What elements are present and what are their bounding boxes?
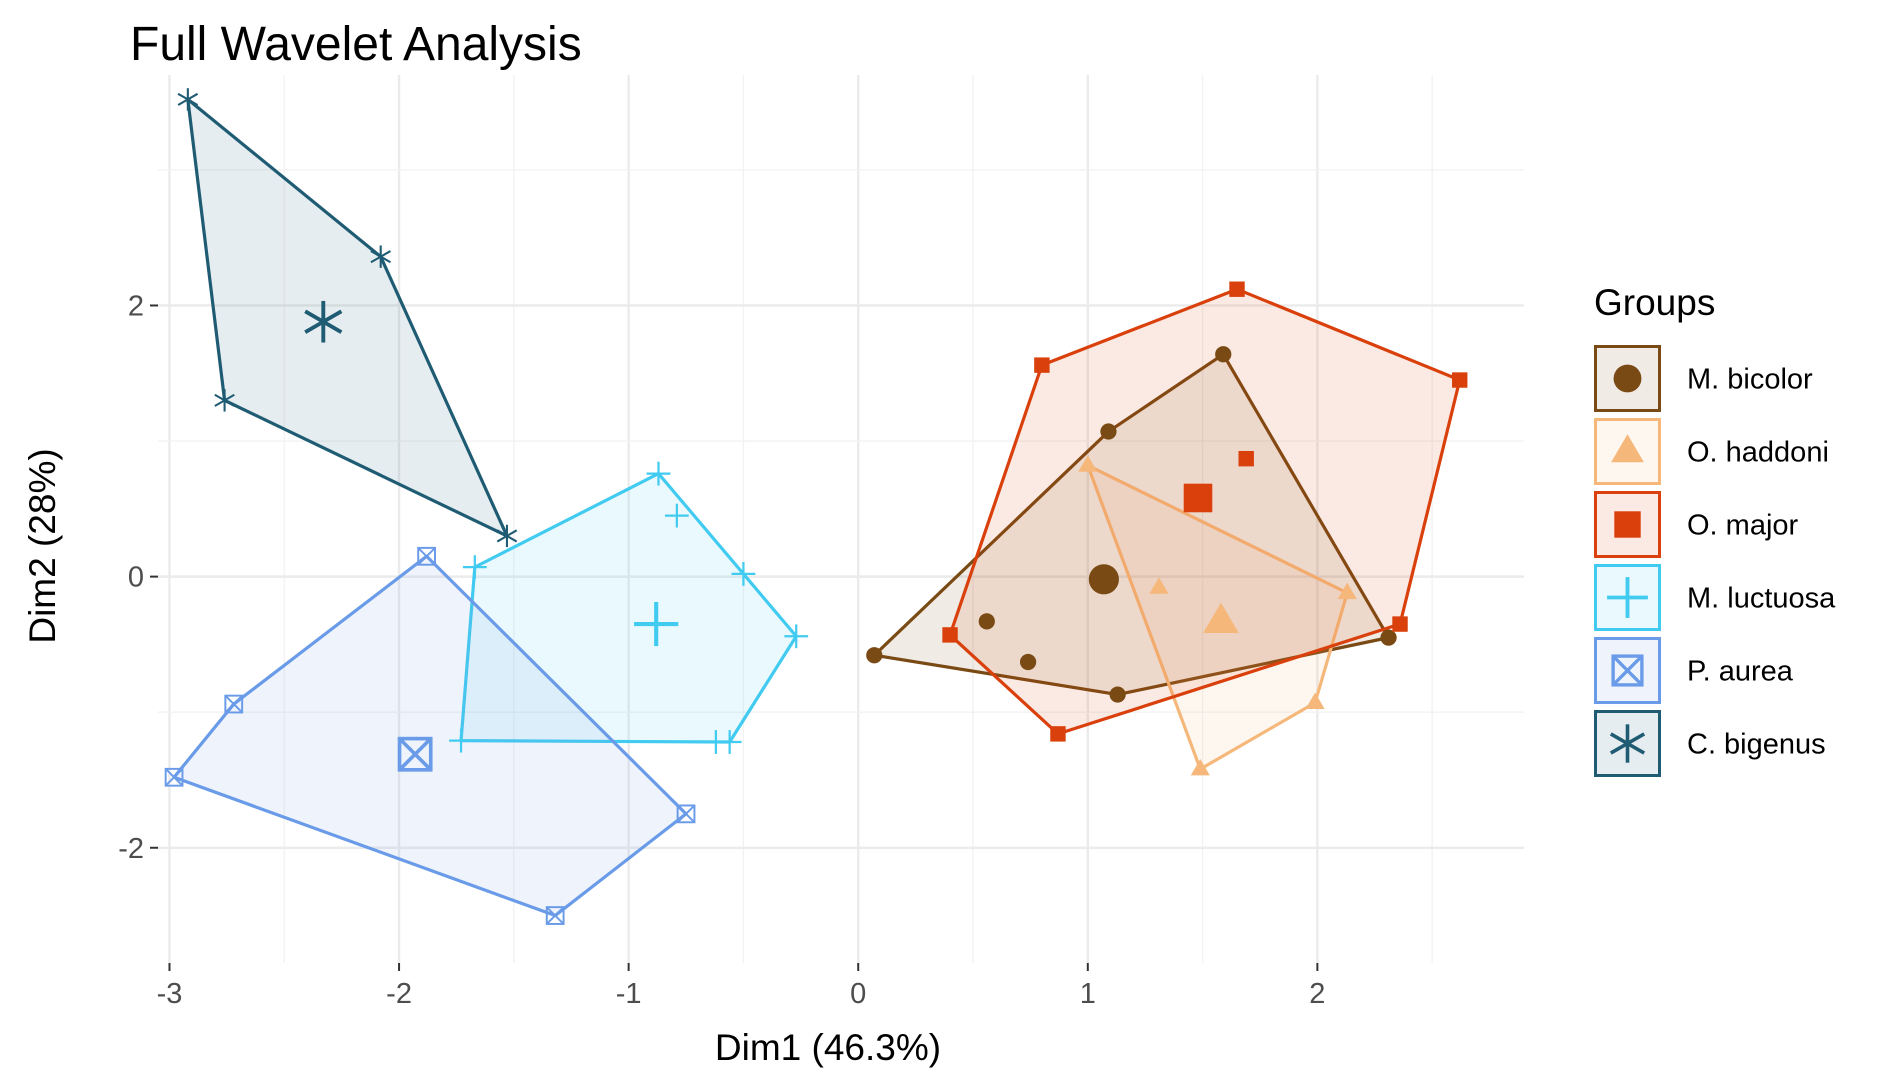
point-o-major (1392, 616, 1408, 632)
point-o-haddoni (1078, 455, 1098, 472)
x-tick-label: 0 (850, 978, 866, 1010)
legend-title: Groups (1594, 282, 1715, 323)
legend: Groups M. bicolor O. haddoni O. major M. lu… (1594, 282, 1836, 777)
x-tick-label: 2 (1309, 978, 1325, 1010)
y-tick-label: 0 (128, 562, 144, 594)
point-p-aurea (164, 767, 184, 787)
point-o-major (942, 627, 958, 643)
legend-item-o-haddoni: O. haddoni (1594, 418, 1829, 485)
point-o-major (1050, 726, 1066, 742)
point-o-haddoni (1305, 692, 1325, 709)
x-tick-label: -1 (616, 978, 642, 1010)
x-axis-title: Dim1 (46.3%) (715, 1027, 941, 1068)
legend-item-m-bicolor: M. bicolor (1594, 345, 1813, 412)
point-c-bigenus (370, 245, 391, 268)
point-m-bicolor (978, 613, 995, 630)
centroid-p-aurea (397, 736, 433, 772)
legend-label-m-bicolor: M. bicolor (1687, 364, 1813, 396)
chart-title: Full Wavelet Analysis (130, 18, 582, 71)
point-c-bigenus (214, 389, 235, 412)
point-m-bicolor (1215, 346, 1232, 363)
x-tick-label: 1 (1080, 978, 1096, 1010)
point-c-bigenus (177, 88, 199, 111)
point-m-bicolor (1100, 423, 1117, 440)
legend-symbol-m-bicolor (1613, 364, 1642, 393)
point-m-luctuosa (462, 555, 487, 580)
x-tick-label: -2 (386, 978, 412, 1010)
legend-item-c-bigenus: C. bigenus (1594, 710, 1826, 777)
y-tick-label: 2 (128, 290, 144, 322)
point-o-haddoni (1190, 759, 1210, 776)
centroid-c-bigenus (304, 300, 343, 343)
point-o-haddoni (1337, 582, 1357, 600)
axes: -3 -2 -1 0 1 2 -2 0 2 (118, 290, 1325, 1010)
legend-key-m-luctuosa (1594, 564, 1661, 631)
legend-symbol-m-luctuosa (1607, 577, 1648, 618)
x-tick-label: -3 (157, 978, 183, 1010)
legend-label-m-luctuosa: M. luctuosa (1687, 583, 1836, 615)
point-c-bigenus (496, 524, 518, 548)
point-m-bicolor (1380, 629, 1397, 646)
point-o-haddoni (1149, 577, 1169, 594)
legend-label-p-aurea: P. aurea (1687, 656, 1794, 688)
point-m-bicolor (1109, 686, 1126, 703)
centroid-m-luctuosa (634, 601, 679, 647)
point-m-luctuosa (646, 461, 671, 486)
point-p-aurea (545, 906, 565, 925)
centroid-o-major (1183, 483, 1213, 513)
centroid-m-bicolor (1088, 564, 1119, 595)
point-p-aurea (676, 804, 696, 824)
point-o-major (1229, 281, 1245, 297)
legend-item-p-aurea: P. aurea (1594, 637, 1794, 704)
centroid-o-haddoni (1203, 602, 1239, 633)
hull-layer (172, 97, 1462, 918)
grid (158, 75, 1524, 963)
legend-symbol-o-haddoni (1611, 434, 1644, 463)
y-axis-title: Dim2 (28%) (22, 448, 63, 643)
point-p-aurea (417, 546, 436, 566)
hull-p-aurea (172, 554, 688, 918)
y-tick-label: -2 (118, 833, 144, 865)
point-layer (164, 88, 1468, 925)
point-m-luctuosa (449, 728, 473, 753)
point-o-major (1238, 450, 1254, 467)
point-p-aurea (224, 694, 244, 714)
legend-symbol-o-major (1614, 511, 1641, 538)
point-m-luctuosa (784, 624, 809, 649)
point-m-luctuosa (664, 503, 689, 528)
point-m-bicolor (866, 647, 883, 664)
legend-label-o-haddoni: O. haddoni (1687, 437, 1829, 469)
point-o-major (1452, 372, 1468, 388)
legend-item-o-major: O. major (1594, 491, 1799, 558)
point-m-luctuosa (731, 562, 756, 586)
point-m-luctuosa (717, 730, 742, 754)
legend-item-m-luctuosa: M. luctuosa (1594, 564, 1836, 631)
legend-label-o-major: O. major (1687, 510, 1799, 542)
legend-symbol-c-bigenus (1609, 724, 1646, 763)
hull-m-bicolor (872, 352, 1391, 697)
point-m-bicolor (1019, 653, 1037, 671)
legend-symbol-p-aurea (1611, 654, 1644, 687)
hull-c-bigenus (186, 97, 509, 538)
point-o-major (1034, 357, 1050, 373)
legend-label-c-bigenus: C. bigenus (1687, 729, 1826, 761)
